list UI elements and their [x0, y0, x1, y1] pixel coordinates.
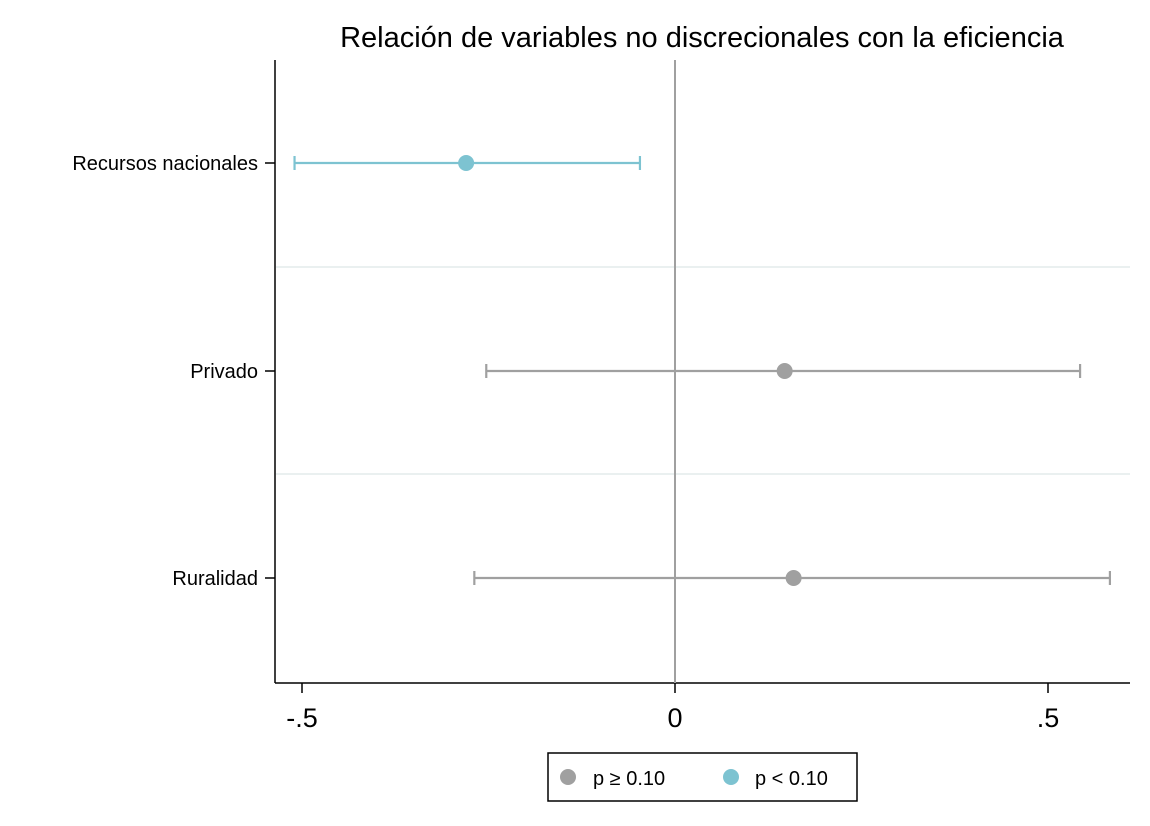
legend-marker [723, 769, 739, 785]
coefficient-row [473, 570, 1112, 586]
coefficient-row [485, 363, 1082, 379]
x-tick-label: -.5 [286, 703, 318, 733]
x-tick-label: .5 [1037, 703, 1060, 733]
legend-box [547, 752, 858, 802]
estimate-point [776, 363, 793, 379]
legend-marker [560, 769, 576, 785]
legend-label: p ≥ 0.10 [593, 768, 665, 790]
y-category-label: Recursos nacionales [72, 153, 258, 175]
y-category-label: Privado [190, 361, 258, 383]
chart-title: Relación de variables no discrecionales … [340, 22, 1065, 54]
estimate-point [458, 155, 475, 171]
coefficient-row [293, 155, 642, 171]
legend: p ≥ 0.10 p < 0.10 [547, 752, 858, 802]
legend-label: p < 0.10 [755, 768, 828, 790]
estimate-point [785, 570, 802, 586]
plot-area: -.5 0 .5 Recursos nacionales Privado Ruralida… [72, 60, 1130, 733]
y-category-label: Ruralidad [172, 568, 258, 590]
x-tick-label: 0 [667, 703, 682, 733]
